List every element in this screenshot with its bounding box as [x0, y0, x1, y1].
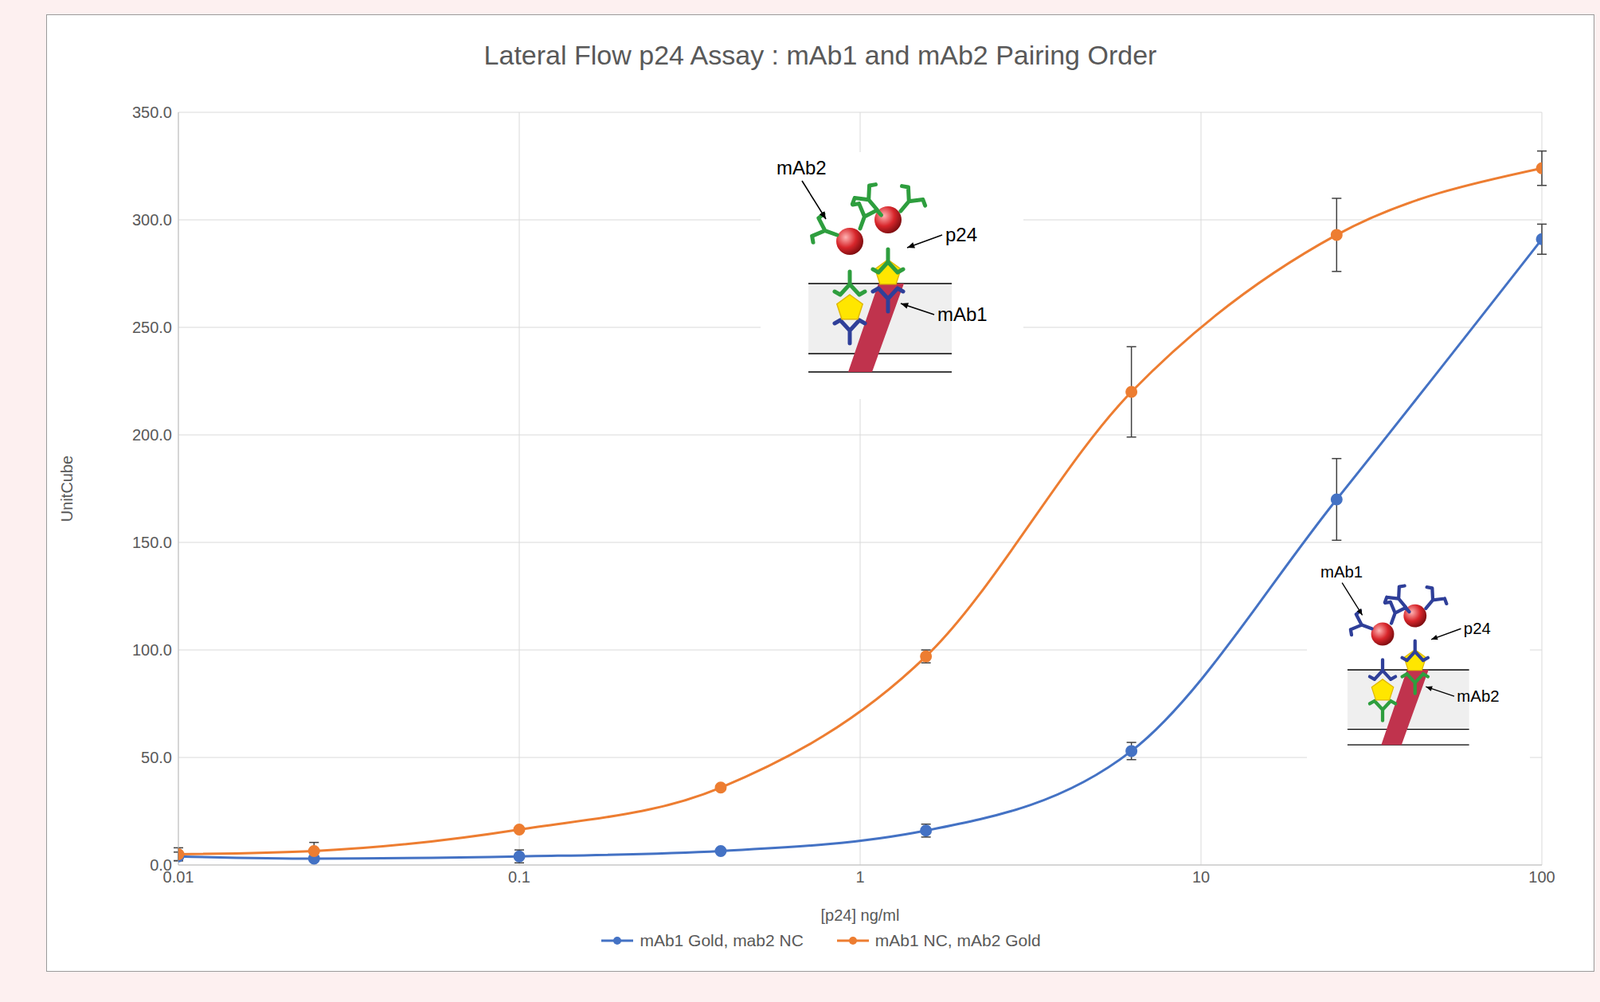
svg-text:50.0: 50.0 — [140, 748, 173, 767]
svg-text:150.0: 150.0 — [132, 533, 173, 552]
svg-text:p24: p24 — [1463, 619, 1491, 638]
svg-text:mAb2: mAb2 — [776, 156, 827, 179]
svg-text:350.0: 350.0 — [132, 103, 173, 122]
html-text:mAb1 Gold, mab2 NC: mAb1 Gold, mab2 NC — [639, 931, 804, 950]
svg-text:mAb1: mAb1 — [937, 303, 988, 325]
svg-text:200.0: 200.0 — [132, 426, 173, 444]
svg-text:300.0: 300.0 — [132, 211, 173, 229]
svg-text:UnitCube: UnitCube — [58, 455, 76, 522]
html-text:Lateral Flow p24 Assay : mAb1: Lateral Flow p24 Assay : mAb1 and mAb2 P… — [483, 39, 1157, 71]
svg-text:[p24] ng/ml: [p24] ng/ml — [821, 906, 900, 924]
svg-text:100.0: 100.0 — [132, 641, 173, 659]
svg-text:100: 100 — [1528, 868, 1555, 886]
svg-text:p24: p24 — [945, 223, 978, 246]
svg-text:0.0: 0.0 — [149, 856, 173, 874]
svg-text:0.1: 0.1 — [508, 868, 531, 886]
svg-text:250.0: 250.0 — [132, 318, 173, 337]
svg-text:mAb1: mAb1 — [1320, 563, 1363, 581]
html-text:mAb1 NC, mAb2 Gold: mAb1 NC, mAb2 Gold — [875, 931, 1041, 950]
svg-text:mAb2: mAb2 — [1456, 687, 1499, 705]
svg-text:10: 10 — [1192, 868, 1210, 886]
svg-text:0.01: 0.01 — [162, 868, 194, 886]
svg-text:1: 1 — [855, 868, 865, 886]
